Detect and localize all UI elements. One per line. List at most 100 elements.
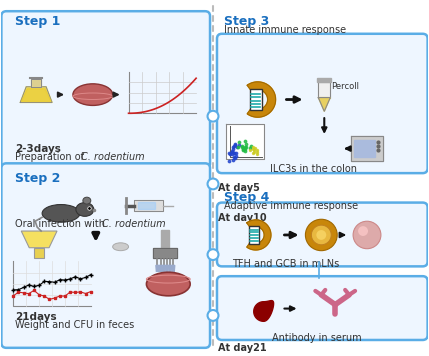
Point	[231, 143, 238, 149]
Point	[229, 152, 236, 157]
Circle shape	[208, 249, 218, 260]
Point	[241, 138, 248, 143]
Point	[251, 150, 258, 155]
Point	[247, 147, 254, 152]
Polygon shape	[161, 230, 169, 248]
Ellipse shape	[113, 243, 129, 251]
Text: Step 3: Step 3	[224, 15, 269, 28]
Polygon shape	[318, 98, 330, 111]
Polygon shape	[31, 79, 41, 87]
Point	[230, 145, 237, 150]
Polygon shape	[162, 265, 165, 271]
Polygon shape	[354, 140, 375, 157]
Point	[235, 144, 242, 150]
Text: Oral infection with: Oral infection with	[15, 219, 109, 229]
Circle shape	[358, 226, 368, 236]
Point	[230, 150, 237, 156]
Point	[238, 143, 245, 149]
FancyBboxPatch shape	[1, 11, 210, 168]
Text: Innate immune response: Innate immune response	[224, 25, 346, 35]
Circle shape	[311, 225, 331, 245]
Text: At day21: At day21	[218, 343, 266, 353]
Text: At day5: At day5	[218, 183, 260, 193]
Polygon shape	[317, 78, 331, 82]
Point	[250, 144, 257, 150]
Point	[232, 150, 239, 156]
Point	[252, 145, 259, 151]
Point	[250, 146, 257, 152]
Text: 21days: 21days	[15, 312, 57, 321]
Point	[241, 146, 248, 152]
Point	[253, 147, 260, 152]
Polygon shape	[21, 231, 57, 248]
Polygon shape	[156, 265, 159, 271]
Text: Antibody in serum: Antibody in serum	[272, 333, 361, 343]
Text: 2-3days: 2-3days	[15, 144, 61, 154]
Point	[239, 144, 246, 150]
Polygon shape	[351, 136, 383, 161]
Text: Step 1: Step 1	[15, 15, 60, 28]
Circle shape	[305, 219, 337, 251]
Text: C. rodentium: C. rodentium	[81, 152, 145, 162]
Ellipse shape	[73, 84, 113, 105]
Circle shape	[208, 178, 218, 189]
Polygon shape	[21, 89, 51, 101]
Ellipse shape	[76, 203, 94, 216]
Point	[228, 149, 235, 155]
Polygon shape	[159, 265, 162, 271]
Point	[229, 148, 236, 154]
Polygon shape	[172, 265, 175, 271]
Ellipse shape	[146, 272, 190, 296]
Polygon shape	[318, 82, 330, 98]
Point	[251, 147, 257, 153]
Text: Preparation of: Preparation of	[15, 152, 88, 162]
Polygon shape	[247, 82, 275, 117]
Point	[246, 146, 253, 151]
Point	[231, 142, 238, 147]
Polygon shape	[138, 201, 155, 209]
Point	[230, 155, 237, 160]
Text: TFH and GCB in mLNs: TFH and GCB in mLNs	[232, 260, 339, 269]
FancyBboxPatch shape	[217, 34, 428, 173]
Point	[233, 145, 240, 150]
Text: At day10: At day10	[218, 213, 266, 223]
FancyBboxPatch shape	[250, 89, 262, 110]
Point	[242, 148, 248, 154]
Point	[232, 153, 239, 159]
Text: Step 2: Step 2	[15, 172, 60, 185]
FancyBboxPatch shape	[249, 226, 259, 244]
Text: C. rodentium: C. rodentium	[102, 219, 165, 229]
Ellipse shape	[83, 197, 91, 204]
Circle shape	[353, 221, 381, 249]
Polygon shape	[254, 300, 274, 321]
Point	[230, 150, 237, 156]
Point	[253, 149, 260, 155]
Point	[232, 141, 239, 146]
Point	[226, 151, 233, 157]
Text: Percoll: Percoll	[331, 82, 359, 91]
Point	[243, 144, 250, 150]
Text: Weight and CFU in feces: Weight and CFU in feces	[15, 320, 135, 330]
Polygon shape	[247, 220, 271, 250]
Point	[232, 155, 239, 161]
Point	[241, 144, 248, 150]
Circle shape	[316, 230, 326, 240]
FancyBboxPatch shape	[217, 203, 428, 266]
Point	[240, 147, 247, 153]
Text: Adaptive immune response: Adaptive immune response	[224, 201, 358, 211]
Text: ILC3s in the colon: ILC3s in the colon	[270, 164, 356, 174]
Circle shape	[208, 111, 218, 122]
Point	[236, 142, 242, 148]
Point	[235, 139, 242, 145]
Polygon shape	[169, 265, 172, 271]
Polygon shape	[154, 248, 177, 257]
Text: Step 4: Step 4	[224, 191, 269, 204]
Point	[242, 141, 249, 147]
Point	[250, 151, 257, 156]
Polygon shape	[166, 265, 169, 271]
Point	[240, 146, 247, 152]
Point	[247, 143, 254, 149]
Point	[230, 157, 236, 162]
Point	[241, 146, 248, 152]
Point	[253, 151, 260, 157]
